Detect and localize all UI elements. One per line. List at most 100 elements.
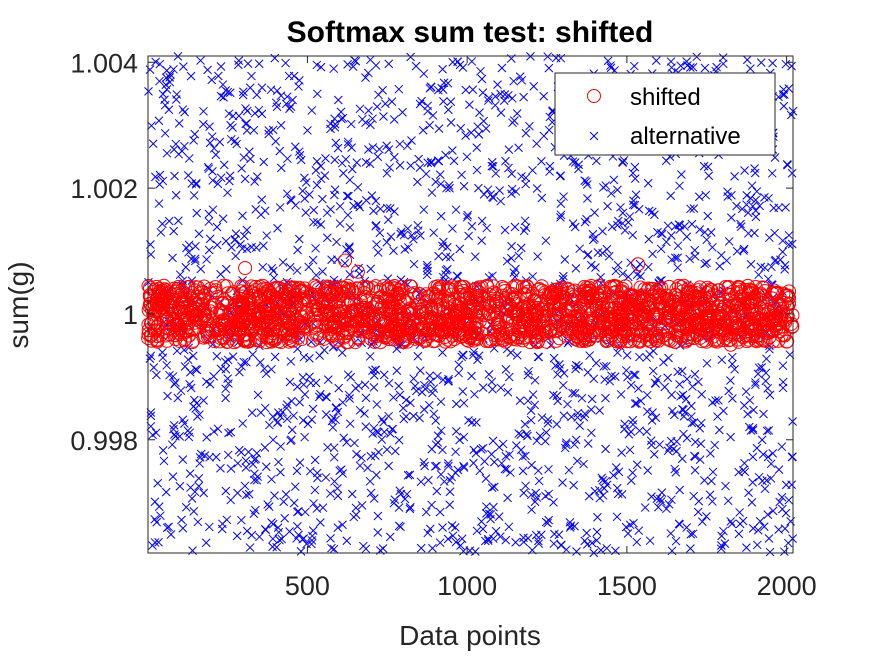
alternative-point [459, 398, 469, 408]
shifted-point [723, 337, 738, 352]
alternative-point [504, 522, 514, 532]
alternative-point [422, 270, 432, 280]
alternative-point [285, 527, 294, 536]
alternative-point [462, 212, 472, 222]
shifted-point [655, 320, 670, 335]
alternative-point [645, 536, 655, 546]
alternative-point [422, 260, 432, 270]
alternative-point [439, 78, 449, 88]
alternative-point [630, 162, 640, 172]
alternative-point [377, 435, 387, 444]
shifted-point [220, 334, 235, 349]
alternative-point [774, 203, 783, 213]
alternative-point [312, 468, 322, 478]
alternative-point [199, 396, 208, 405]
alternative-point [742, 543, 751, 552]
alternative-point [717, 531, 726, 541]
alternative-point [244, 447, 253, 457]
alternative-point [529, 82, 539, 91]
alternative-point [504, 372, 514, 382]
alternative-point [507, 93, 517, 103]
alternative-point [213, 71, 223, 81]
alternative-point [582, 540, 592, 549]
alternative-point [643, 407, 652, 416]
alternative-point [257, 83, 267, 92]
alternative-point [479, 190, 489, 199]
alternative-point [455, 244, 465, 254]
alternative-point [580, 409, 590, 419]
alternative-point [330, 119, 340, 129]
alternative-point [686, 544, 695, 553]
alternative-point [403, 470, 413, 480]
alternative-point [671, 536, 681, 546]
alternative-point [469, 347, 479, 357]
alternative-point [351, 56, 361, 66]
alternative-point [386, 232, 396, 241]
alternative-point [561, 440, 571, 449]
shifted-point [618, 325, 633, 340]
alternative-point [690, 437, 700, 447]
alternative-point [670, 222, 680, 231]
alternative-point [333, 95, 343, 105]
alternative-point [337, 158, 347, 168]
shifted-point [230, 315, 245, 330]
shifted-point [340, 316, 355, 331]
alternative-point [147, 121, 156, 131]
alternative-point [281, 99, 291, 109]
alternative-point [389, 498, 399, 508]
alternative-point [480, 456, 489, 466]
alternative-point [580, 217, 590, 227]
alternative-point [441, 252, 451, 262]
alternative-point [775, 497, 785, 507]
alternative-point [162, 523, 172, 533]
alternative-point [457, 170, 466, 180]
alternative-point [650, 378, 660, 388]
alternative-point [625, 445, 635, 455]
alternative-point [477, 517, 486, 526]
alternative-point [186, 71, 196, 81]
shifted-point [411, 316, 426, 331]
alternative-point [218, 214, 228, 224]
alternative-point [665, 443, 674, 453]
shifted-point [274, 309, 289, 324]
shifted-point [242, 296, 257, 311]
alternative-point [504, 163, 513, 173]
alternative-point [329, 190, 339, 200]
alternative-point [364, 106, 373, 115]
alternative-point [600, 375, 610, 384]
alternative-point [768, 58, 777, 68]
alternative-point [412, 386, 421, 396]
alternative-point [295, 397, 304, 407]
alternative-point [532, 436, 542, 446]
alternative-point [272, 418, 282, 428]
alternative-point [241, 104, 250, 113]
alternative-point [379, 112, 388, 121]
alternative-point [286, 357, 296, 366]
alternative-point [675, 380, 684, 389]
alternative-point [751, 212, 761, 222]
alternative-point [416, 231, 425, 240]
alternative-point [566, 521, 576, 531]
alternative-point [648, 408, 657, 417]
shifted-point [614, 309, 629, 324]
alternative-point [321, 410, 331, 419]
shifted-point [433, 297, 448, 312]
alternative-point [342, 536, 352, 546]
alternative-point [403, 141, 412, 151]
alternative-point [541, 236, 551, 246]
alternative-point [715, 261, 725, 271]
alternative-point [388, 424, 398, 434]
alternative-point [649, 450, 659, 459]
alternative-point [484, 370, 494, 379]
shifted-point [418, 301, 433, 316]
alternative-point [281, 58, 290, 68]
alternative-point [779, 85, 788, 94]
alternative-point [181, 262, 191, 272]
alternative-point [690, 451, 699, 461]
alternative-point [390, 446, 400, 456]
alternative-point [155, 170, 165, 180]
alternative-point [194, 481, 204, 491]
shifted-point [710, 298, 725, 313]
shifted-point [590, 291, 605, 306]
alternative-point [316, 518, 325, 527]
